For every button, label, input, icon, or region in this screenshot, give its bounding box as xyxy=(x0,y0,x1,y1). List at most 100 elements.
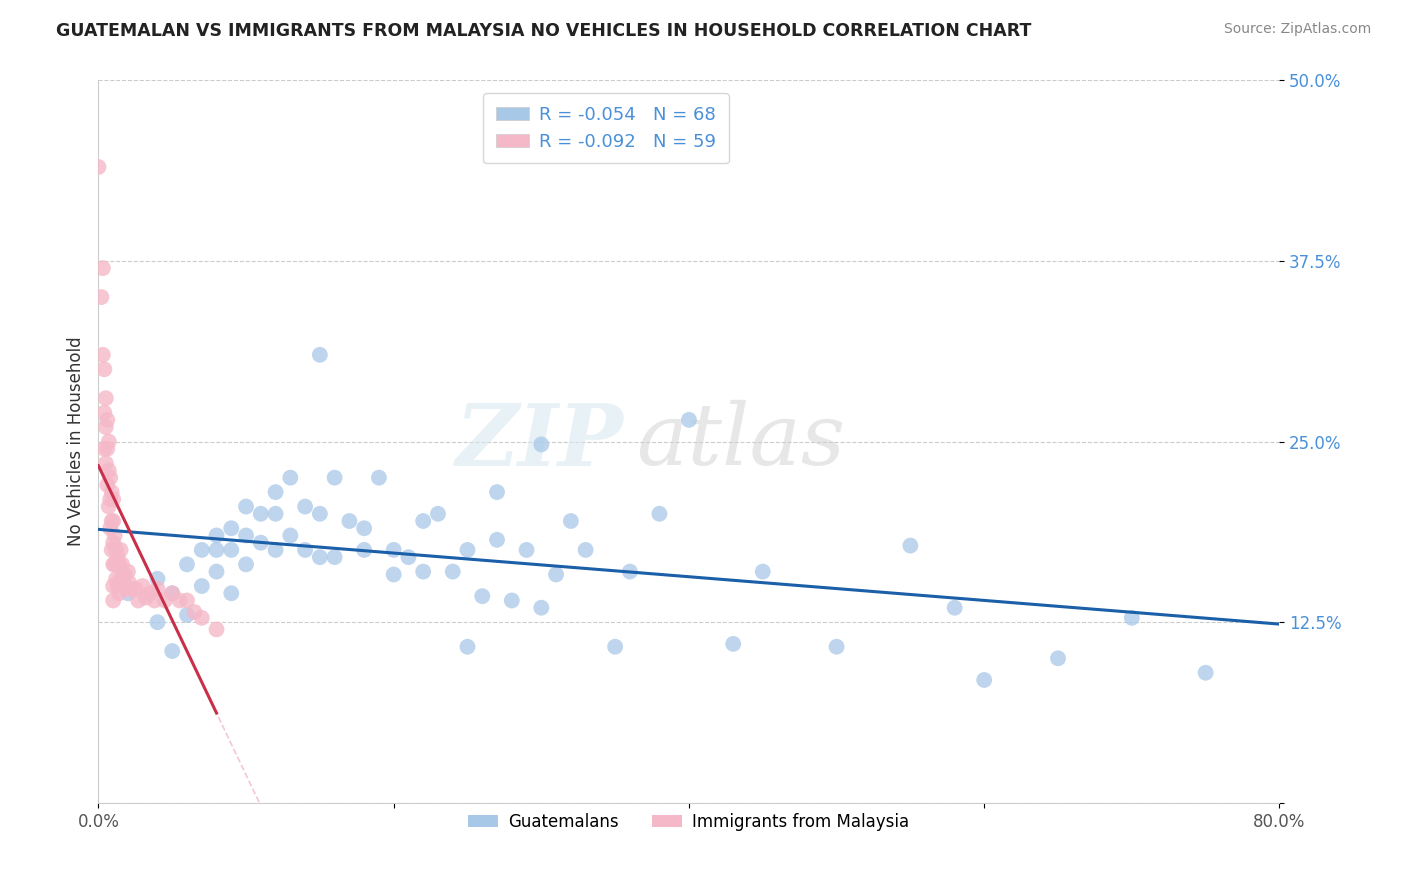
Point xyxy=(752,565,775,579)
Point xyxy=(93,442,115,456)
Point xyxy=(105,572,128,586)
Point xyxy=(96,413,118,427)
Point xyxy=(97,434,120,449)
Point xyxy=(530,600,553,615)
Point xyxy=(205,623,228,637)
Point xyxy=(471,589,494,603)
Point xyxy=(486,533,509,547)
Point xyxy=(104,558,127,572)
Point xyxy=(146,572,169,586)
Point xyxy=(221,586,243,600)
Point xyxy=(191,542,214,557)
Point xyxy=(382,567,405,582)
Point xyxy=(530,437,553,451)
Point xyxy=(100,542,122,557)
Point xyxy=(250,507,273,521)
Point xyxy=(98,521,121,535)
Point xyxy=(97,463,120,477)
Point xyxy=(100,514,122,528)
Point xyxy=(250,535,273,549)
Point xyxy=(412,514,434,528)
Point xyxy=(94,391,117,405)
Point xyxy=(264,542,287,557)
Point xyxy=(1195,665,1218,680)
Point xyxy=(176,593,198,607)
Point xyxy=(108,558,131,572)
Point xyxy=(96,442,118,456)
Point xyxy=(176,607,198,622)
Point xyxy=(235,500,257,514)
Point xyxy=(110,572,132,586)
Point xyxy=(309,348,332,362)
Point xyxy=(221,521,243,535)
Point xyxy=(90,290,112,304)
Point xyxy=(91,261,114,276)
Point xyxy=(143,593,166,607)
Point xyxy=(103,535,125,549)
Point xyxy=(132,579,155,593)
Point xyxy=(323,470,346,484)
Point xyxy=(648,507,671,521)
Point xyxy=(112,572,135,586)
Point xyxy=(103,593,125,607)
Point xyxy=(1046,651,1070,665)
Point xyxy=(169,593,191,607)
Text: GUATEMALAN VS IMMIGRANTS FROM MALAYSIA NO VEHICLES IN HOUSEHOLD CORRELATION CHAR: GUATEMALAN VS IMMIGRANTS FROM MALAYSIA N… xyxy=(56,22,1032,40)
Point xyxy=(943,600,966,615)
Text: atlas: atlas xyxy=(636,401,845,483)
Point xyxy=(309,507,332,521)
Point xyxy=(117,565,139,579)
Point xyxy=(97,500,120,514)
Point xyxy=(205,565,228,579)
Text: Source: ZipAtlas.com: Source: ZipAtlas.com xyxy=(1223,22,1371,37)
Point xyxy=(111,558,134,572)
Point xyxy=(575,542,598,557)
Point xyxy=(96,478,118,492)
Point xyxy=(412,565,434,579)
Point xyxy=(94,456,117,470)
Point xyxy=(339,514,361,528)
Point xyxy=(605,640,627,654)
Point xyxy=(235,558,257,572)
Point xyxy=(120,582,142,596)
Point xyxy=(486,485,509,500)
Point xyxy=(104,528,127,542)
Point xyxy=(516,542,538,557)
Point xyxy=(723,637,745,651)
Point xyxy=(678,413,700,427)
Point xyxy=(162,586,183,600)
Point xyxy=(117,586,139,600)
Point xyxy=(183,605,205,619)
Point xyxy=(87,160,110,174)
Point xyxy=(115,582,138,596)
Point xyxy=(560,514,582,528)
Point xyxy=(162,644,183,658)
Point xyxy=(294,500,316,514)
Point xyxy=(162,586,183,600)
Point xyxy=(146,582,169,596)
Point xyxy=(353,542,375,557)
Point xyxy=(93,406,115,420)
Point xyxy=(107,550,129,565)
Point xyxy=(457,542,479,557)
Point xyxy=(105,542,128,557)
Point xyxy=(110,542,132,557)
Text: ZIP: ZIP xyxy=(456,400,624,483)
Point xyxy=(191,611,214,625)
Point xyxy=(382,542,405,557)
Point xyxy=(103,514,125,528)
Point xyxy=(98,470,121,484)
Point xyxy=(457,640,479,654)
Point xyxy=(546,567,568,582)
Point xyxy=(93,362,115,376)
Point xyxy=(191,579,214,593)
Point xyxy=(103,492,125,507)
Point xyxy=(127,593,149,607)
Point xyxy=(118,576,141,591)
Point xyxy=(153,593,176,607)
Point xyxy=(103,558,125,572)
Point xyxy=(124,582,146,596)
Point xyxy=(501,593,523,607)
Point xyxy=(176,558,198,572)
Legend: Guatemalans, Immigrants from Malaysia: Guatemalans, Immigrants from Malaysia xyxy=(461,806,917,838)
